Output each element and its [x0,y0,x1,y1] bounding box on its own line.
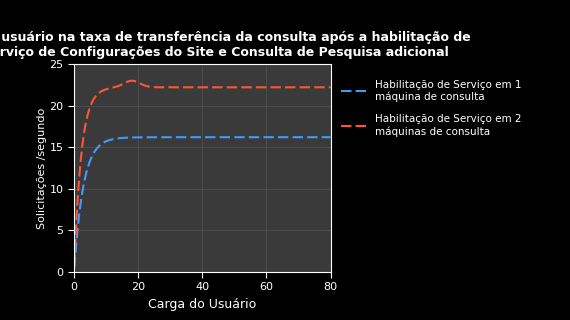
Legend: Habilitação de Serviço em 1
máquina de consulta, Habilitação de Serviço em 2
máq: Habilitação de Serviço em 1 máquina de c… [336,75,527,142]
X-axis label: Carga do Usuário: Carga do Usuário [148,298,256,311]
Title: Carga do usuário na taxa de transferência da consulta após a habilitação de
um S: Carga do usuário na taxa de transferênci… [0,31,471,59]
Y-axis label: Solicitações /segundo: Solicitações /segundo [37,108,47,228]
